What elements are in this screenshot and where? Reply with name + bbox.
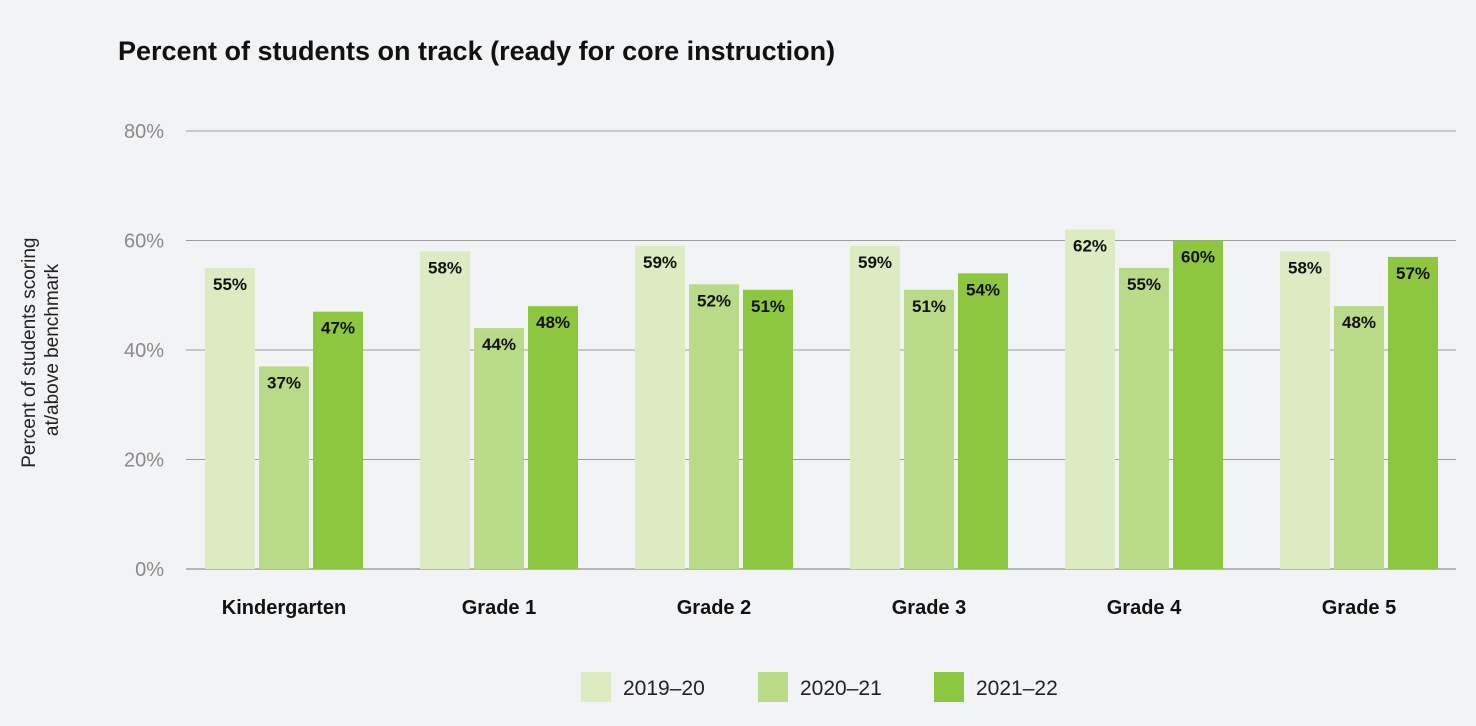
y-tick-label: 60% xyxy=(124,231,164,253)
bars xyxy=(205,229,1438,570)
bar xyxy=(635,245,685,569)
x-tick-label: Grade 3 xyxy=(892,597,966,619)
legend-swatch xyxy=(581,672,611,702)
data-label: 47% xyxy=(321,319,355,338)
y-tick-label: 80% xyxy=(124,121,164,143)
y-axis-label-line-1: Percent of students scoring xyxy=(19,238,40,468)
data-label: 55% xyxy=(213,275,247,294)
data-label: 57% xyxy=(1396,264,1430,283)
data-label: 54% xyxy=(966,280,1000,299)
bar xyxy=(474,328,524,569)
chart-title: Percent of students on track (ready for … xyxy=(118,36,835,66)
legend: 2019–20 2020–21 2021–22 xyxy=(581,672,1058,702)
data-label: 48% xyxy=(1342,313,1376,332)
data-label: 58% xyxy=(1288,258,1322,277)
bar xyxy=(1334,306,1384,569)
legend-swatch xyxy=(934,672,964,702)
bar xyxy=(689,284,739,569)
data-labels: 55% 37% 47% 58% 44% 48% 59% 52% 51% 59% 51% 54% 62% 5… xyxy=(213,237,1430,393)
data-label: 62% xyxy=(1073,237,1107,256)
x-tick-label: Grade 5 xyxy=(1322,597,1396,619)
data-label: 51% xyxy=(912,297,946,316)
data-label: 52% xyxy=(697,291,731,310)
bar xyxy=(1280,251,1330,569)
bar xyxy=(528,306,578,569)
bar xyxy=(205,267,255,569)
data-label: 51% xyxy=(751,297,785,316)
y-tick-label: 20% xyxy=(124,450,164,472)
bar xyxy=(743,289,793,569)
y-tick-label: 0% xyxy=(135,559,164,581)
legend-swatch xyxy=(758,672,788,702)
bar xyxy=(958,273,1008,569)
x-axis-ticks: Kindergarten Grade 1 Grade 2 Grade 3 Grade 4… xyxy=(222,597,1396,619)
y-axis-label-line-2: at/above benchmark xyxy=(42,263,63,436)
x-tick-label: Grade 4 xyxy=(1107,597,1182,619)
gridlines: 0% 20% 40% 60% 80% xyxy=(124,121,1456,581)
bar xyxy=(1173,240,1223,569)
bar xyxy=(420,251,470,569)
legend-label: 2019–20 xyxy=(623,677,705,700)
x-tick-label: Grade 1 xyxy=(462,597,536,619)
data-label: 59% xyxy=(643,253,677,272)
bar xyxy=(1119,267,1169,569)
data-label: 55% xyxy=(1127,275,1161,294)
data-label: 60% xyxy=(1181,248,1215,267)
data-label: 37% xyxy=(267,373,301,392)
bar xyxy=(259,366,309,569)
data-label: 58% xyxy=(428,258,462,277)
legend-label: 2020–21 xyxy=(800,677,882,700)
x-tick-label: Grade 2 xyxy=(677,597,751,619)
y-axis-label: Percent of students scoring at/above ben… xyxy=(19,232,63,468)
y-tick-label: 40% xyxy=(124,340,164,362)
bar xyxy=(850,245,900,569)
bar xyxy=(1065,229,1115,570)
data-label: 44% xyxy=(482,335,516,354)
bar xyxy=(1388,256,1438,569)
bar xyxy=(904,289,954,569)
legend-label: 2021–22 xyxy=(976,677,1058,700)
x-tick-label: Kindergarten xyxy=(222,597,346,619)
data-label: 59% xyxy=(858,253,892,272)
bar xyxy=(313,311,363,569)
data-label: 48% xyxy=(536,313,570,332)
